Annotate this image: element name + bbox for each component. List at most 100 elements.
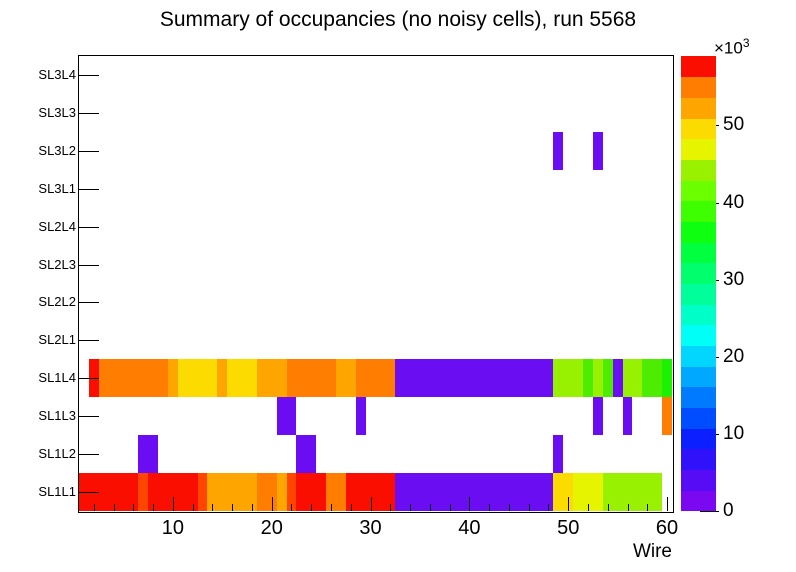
- x-major-tick-20: [271, 497, 273, 511]
- colorbar-band-1: [681, 469, 716, 491]
- x-major-tick-50: [568, 497, 570, 511]
- heatmap-cell-SL1L4-w16: [227, 359, 257, 398]
- heatmap-cell-SL1L4-w58: [642, 359, 663, 398]
- heatmap-cell-SL1L1-w26: [326, 473, 346, 511]
- heatmap-cell-SL3L2-w53: [592, 131, 603, 170]
- x-minor-tick-14: [212, 504, 214, 511]
- colorbar-band-19: [681, 97, 716, 119]
- heatmap-cell-SL3L2-w49: [553, 131, 564, 170]
- y-tick-SL3L4: [79, 74, 99, 76]
- colorbar-band-18: [681, 118, 716, 140]
- colorbar-band-13: [681, 221, 716, 243]
- colorbar-band-20: [681, 76, 716, 98]
- x-minor-tick-34: [410, 504, 412, 511]
- x-tick-label-40: 40: [458, 517, 481, 539]
- x-minor-tick-2: [93, 504, 95, 511]
- y-tick-SL1L4: [79, 378, 99, 380]
- colorbar-band-17: [681, 138, 716, 160]
- x-minor-tick-48: [548, 504, 550, 511]
- heatmap-cell-SL1L1-w49: [553, 473, 574, 511]
- colorbar-band-10: [681, 283, 716, 305]
- heatmap-cell-SL1L1-w21: [276, 473, 287, 511]
- x-minor-tick-36: [429, 504, 431, 511]
- colorbar-band-15: [681, 180, 716, 202]
- colorbar-tick-label-30: 30: [723, 268, 745, 290]
- x-minor-tick-22: [291, 504, 293, 511]
- colorbar-band-0: [681, 490, 716, 512]
- y-tick-SL3L3: [79, 112, 99, 114]
- heatmap-cell-SL1L2-w7: [138, 435, 159, 474]
- colorbar-band-2: [681, 448, 716, 471]
- heatmap-cell-SL1L1-w22: [286, 473, 297, 511]
- x-minor-tick-4: [113, 504, 115, 511]
- colorbar-band-12: [681, 242, 716, 264]
- x-minor-tick-18: [251, 504, 253, 511]
- heatmap-cell-SL1L3-w53: [592, 397, 603, 436]
- x-minor-tick-24: [311, 504, 313, 511]
- y-tick-SL2L2: [79, 302, 99, 304]
- heatmap-cell-SL1L4-w27: [335, 359, 356, 398]
- heatmap-cell-SL1L4-w10: [167, 359, 178, 398]
- heatmap-cell-SL1L1-w54: [602, 473, 663, 511]
- x-minor-tick-58: [647, 504, 649, 511]
- y-tick-SL2L3: [79, 264, 99, 266]
- x-minor-tick-38: [449, 504, 451, 511]
- heatmap-cell-SL1L4-w29: [355, 359, 396, 398]
- heatmap-cell-SL1L4-w60: [662, 359, 672, 398]
- colorbar-tick-label-40: 40: [723, 191, 745, 213]
- heatmap-cell-SL1L1-w51: [573, 473, 603, 511]
- plot-title: Summary of occupancies (no noisy cells),…: [159, 8, 637, 31]
- plot-frame: [78, 55, 674, 513]
- x-axis-title: Wire: [632, 541, 672, 562]
- x-tick-label-20: 20: [260, 517, 283, 539]
- x-major-tick-10: [172, 497, 174, 511]
- heatmap-cell-SL1L1-w14: [207, 473, 257, 511]
- colorbar: [681, 56, 716, 512]
- y-label-SL2L1: SL2L1: [38, 332, 76, 348]
- colorbar-band-8: [681, 324, 716, 347]
- y-label-SL2L2: SL2L2: [38, 294, 76, 310]
- heatmap-cell-SL1L4-w56: [622, 359, 643, 398]
- x-tick-label-60: 60: [655, 517, 679, 539]
- x-minor-tick-52: [587, 504, 589, 511]
- colorbar-band-5: [681, 386, 716, 409]
- x-tick-label-10: 10: [161, 517, 185, 539]
- colorbar-band-14: [681, 200, 716, 222]
- x-minor-tick-16: [232, 504, 234, 511]
- y-label-SL2L4: SL2L4: [38, 218, 76, 234]
- y-tick-SL1L2: [79, 454, 99, 456]
- x-major-tick-30: [370, 497, 372, 511]
- x-major-tick-40: [469, 497, 471, 511]
- colorbar-band-4: [681, 407, 716, 429]
- heatmap-cell-SL1L3-w56: [622, 397, 633, 436]
- x-minor-tick-28: [350, 504, 352, 511]
- heatmap-cell-SL1L1-w8: [148, 473, 198, 511]
- colorbar-scale-prefix: ×10: [714, 38, 743, 58]
- x-minor-tick-26: [331, 504, 333, 511]
- heatmap-cell-SL1L4-w15: [217, 359, 228, 398]
- colorbar-tick-label-0: 0: [723, 500, 734, 521]
- heatmap-cell-SL1L4-w22: [286, 359, 336, 398]
- heatmap-cell-SL1L2-w49: [553, 435, 564, 474]
- colorbar-band-21: [681, 56, 716, 78]
- x-minor-tick-12: [192, 504, 194, 511]
- heatmap-cell-SL1L4-w54: [602, 359, 613, 398]
- y-label-SL1L1: SL1L1: [38, 484, 76, 500]
- x-minor-tick-8: [153, 504, 155, 511]
- colorbar-scale-label: ×103: [714, 34, 750, 58]
- heatmap-cell-SL1L4-w3: [98, 359, 168, 398]
- x-minor-tick-32: [390, 504, 392, 511]
- heatmap-cell-SL1L1-w13: [197, 473, 208, 511]
- x-minor-tick-44: [508, 504, 510, 511]
- y-label-SL2L3: SL2L3: [38, 256, 76, 272]
- heatmap-cell-SL1L3-w60: [662, 397, 672, 436]
- heatmap-cell-SL1L2-w23: [296, 435, 317, 474]
- heatmap-cell-SL1L1-w7: [138, 473, 149, 511]
- x-tick-label-30: 30: [359, 517, 382, 539]
- heatmap-cell-SL1L4-w33: [395, 359, 554, 398]
- colorbar-tick-label-20: 20: [723, 345, 745, 367]
- x-major-tick-60: [667, 497, 669, 511]
- y-label-SL1L4: SL1L4: [38, 370, 76, 386]
- colorbar-band-6: [681, 366, 716, 388]
